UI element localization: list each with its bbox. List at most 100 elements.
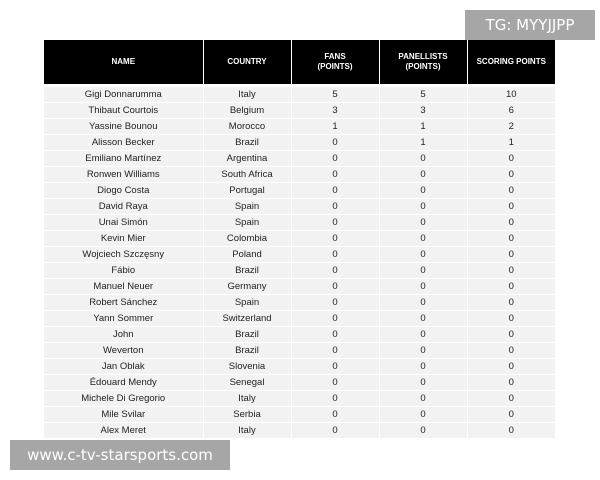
cell-scoring-points: 0 — [466, 326, 555, 343]
cell-name: Michele Di Gregorio — [44, 390, 203, 407]
column-header-scoring-points: SCORING POINTS — [466, 40, 555, 86]
cell-name: Yassine Bounou — [44, 118, 203, 135]
cell-country: Germany — [202, 278, 291, 295]
cell-scoring-points: 2 — [466, 118, 555, 135]
cell-country: Switzerland — [202, 310, 291, 327]
cell-country: Brazil — [202, 262, 291, 279]
table-row: Thibaut Courtois Belgium 3 3 6 — [44, 102, 555, 119]
table-row: Alisson Becker Brazil 0 1 1 — [44, 134, 555, 151]
cell-fans-points: 3 — [290, 102, 379, 119]
cell-name: Mile Svilar — [44, 406, 203, 423]
cell-country: Brazil — [202, 326, 291, 343]
cell-fans-points: 0 — [290, 246, 379, 263]
cell-scoring-points: 0 — [466, 198, 555, 215]
cell-country: Belgium — [202, 102, 291, 119]
cell-name: Diogo Costa — [44, 182, 203, 199]
cell-name: Manuel Neuer — [44, 278, 203, 295]
cell-fans-points: 5 — [290, 84, 379, 103]
cell-name: Yann Sommer — [44, 310, 203, 327]
table-row: Unai Simón Spain 0 0 0 — [44, 214, 555, 231]
cell-name: Gigi Donnarumma — [44, 84, 203, 103]
cell-scoring-points: 0 — [466, 294, 555, 311]
cell-panellists-points: 3 — [378, 102, 467, 119]
cell-name: Alisson Becker — [44, 134, 203, 151]
cell-fans-points: 1 — [290, 118, 379, 135]
cell-fans-points: 0 — [290, 166, 379, 183]
cell-panellists-points: 0 — [378, 358, 467, 375]
cell-fans-points: 0 — [290, 278, 379, 295]
cell-name: Édouard Mendy — [44, 374, 203, 391]
cell-panellists-points: 0 — [378, 182, 467, 199]
table-row: Robert Sánchez Spain 0 0 0 — [44, 294, 555, 311]
cell-panellists-points: 0 — [378, 214, 467, 231]
cell-country: Portugal — [202, 182, 291, 199]
table-row: Yann Sommer Switzerland 0 0 0 — [44, 310, 555, 327]
table-row: Mile Svilar Serbia 0 0 0 — [44, 406, 555, 423]
cell-country: Argentina — [202, 150, 291, 167]
cell-name: Weverton — [44, 342, 203, 359]
table-row: Fábio Brazil 0 0 0 — [44, 262, 555, 279]
table-row: Diogo Costa Portugal 0 0 0 — [44, 182, 555, 199]
cell-country: Spain — [202, 198, 291, 215]
cell-scoring-points: 10 — [466, 84, 555, 103]
cell-country: Italy — [202, 422, 291, 438]
cell-panellists-points: 0 — [378, 230, 467, 247]
cell-country: Senegal — [202, 374, 291, 391]
cell-country: Serbia — [202, 406, 291, 423]
table-row: Yassine Bounou Morocco 1 1 2 — [44, 118, 555, 135]
cell-name: Wojciech Szczęsny — [44, 246, 203, 263]
cell-panellists-points: 0 — [378, 166, 467, 183]
cell-scoring-points: 0 — [466, 230, 555, 247]
cell-fans-points: 0 — [290, 150, 379, 167]
cell-panellists-points: 0 — [378, 374, 467, 391]
cell-panellists-points: 0 — [378, 390, 467, 407]
cell-panellists-points: 0 — [378, 246, 467, 263]
cell-country: Italy — [202, 84, 291, 103]
table-row: Wojciech Szczęsny Poland 0 0 0 — [44, 246, 555, 263]
cell-panellists-points: 0 — [378, 294, 467, 311]
cell-scoring-points: 0 — [466, 342, 555, 359]
cell-fans-points: 0 — [290, 358, 379, 375]
cell-country: Brazil — [202, 134, 291, 151]
cell-scoring-points: 0 — [466, 406, 555, 423]
cell-panellists-points: 1 — [378, 134, 467, 151]
cell-country: Brazil — [202, 342, 291, 359]
cell-scoring-points: 1 — [466, 134, 555, 151]
table-row: Michele Di Gregorio Italy 0 0 0 — [44, 390, 555, 407]
cell-scoring-points: 0 — [466, 150, 555, 167]
cell-scoring-points: 0 — [466, 246, 555, 263]
cell-fans-points: 0 — [290, 182, 379, 199]
cell-fans-points: 0 — [290, 134, 379, 151]
cell-fans-points: 0 — [290, 214, 379, 231]
cell-fans-points: 0 — [290, 294, 379, 311]
cell-panellists-points: 5 — [378, 84, 467, 103]
cell-name: Fábio — [44, 262, 203, 279]
cell-fans-points: 0 — [290, 310, 379, 327]
cell-country: Italy — [202, 390, 291, 407]
cell-scoring-points: 0 — [466, 278, 555, 295]
cell-scoring-points: 0 — [466, 390, 555, 407]
table-row: Jan Oblak Slovenia 0 0 0 — [44, 358, 555, 375]
cell-panellists-points: 0 — [378, 150, 467, 167]
cell-panellists-points: 0 — [378, 278, 467, 295]
cell-name: David Raya — [44, 198, 203, 215]
table-row: Weverton Brazil 0 0 0 — [44, 342, 555, 359]
cell-panellists-points: 1 — [378, 118, 467, 135]
cell-country: Spain — [202, 214, 291, 231]
cell-panellists-points: 0 — [378, 342, 467, 359]
cell-country: Poland — [202, 246, 291, 263]
cell-fans-points: 0 — [290, 422, 379, 438]
cell-name: Jan Oblak — [44, 358, 203, 375]
cell-panellists-points: 0 — [378, 310, 467, 327]
table-row: David Raya Spain 0 0 0 — [44, 198, 555, 215]
cell-country: Slovenia — [202, 358, 291, 375]
cell-scoring-points: 0 — [466, 310, 555, 327]
cell-fans-points: 0 — [290, 342, 379, 359]
cell-fans-points: 0 — [290, 230, 379, 247]
table-row: Emiliano Martínez Argentina 0 0 0 — [44, 150, 555, 167]
table-row: Gigi Donnarumma Italy 5 5 10 — [44, 84, 555, 103]
cell-name: John — [44, 326, 203, 343]
cell-scoring-points: 0 — [466, 262, 555, 279]
cell-country: South Africa — [202, 166, 291, 183]
table-row: Kevin Mier Colombia 0 0 0 — [44, 230, 555, 247]
